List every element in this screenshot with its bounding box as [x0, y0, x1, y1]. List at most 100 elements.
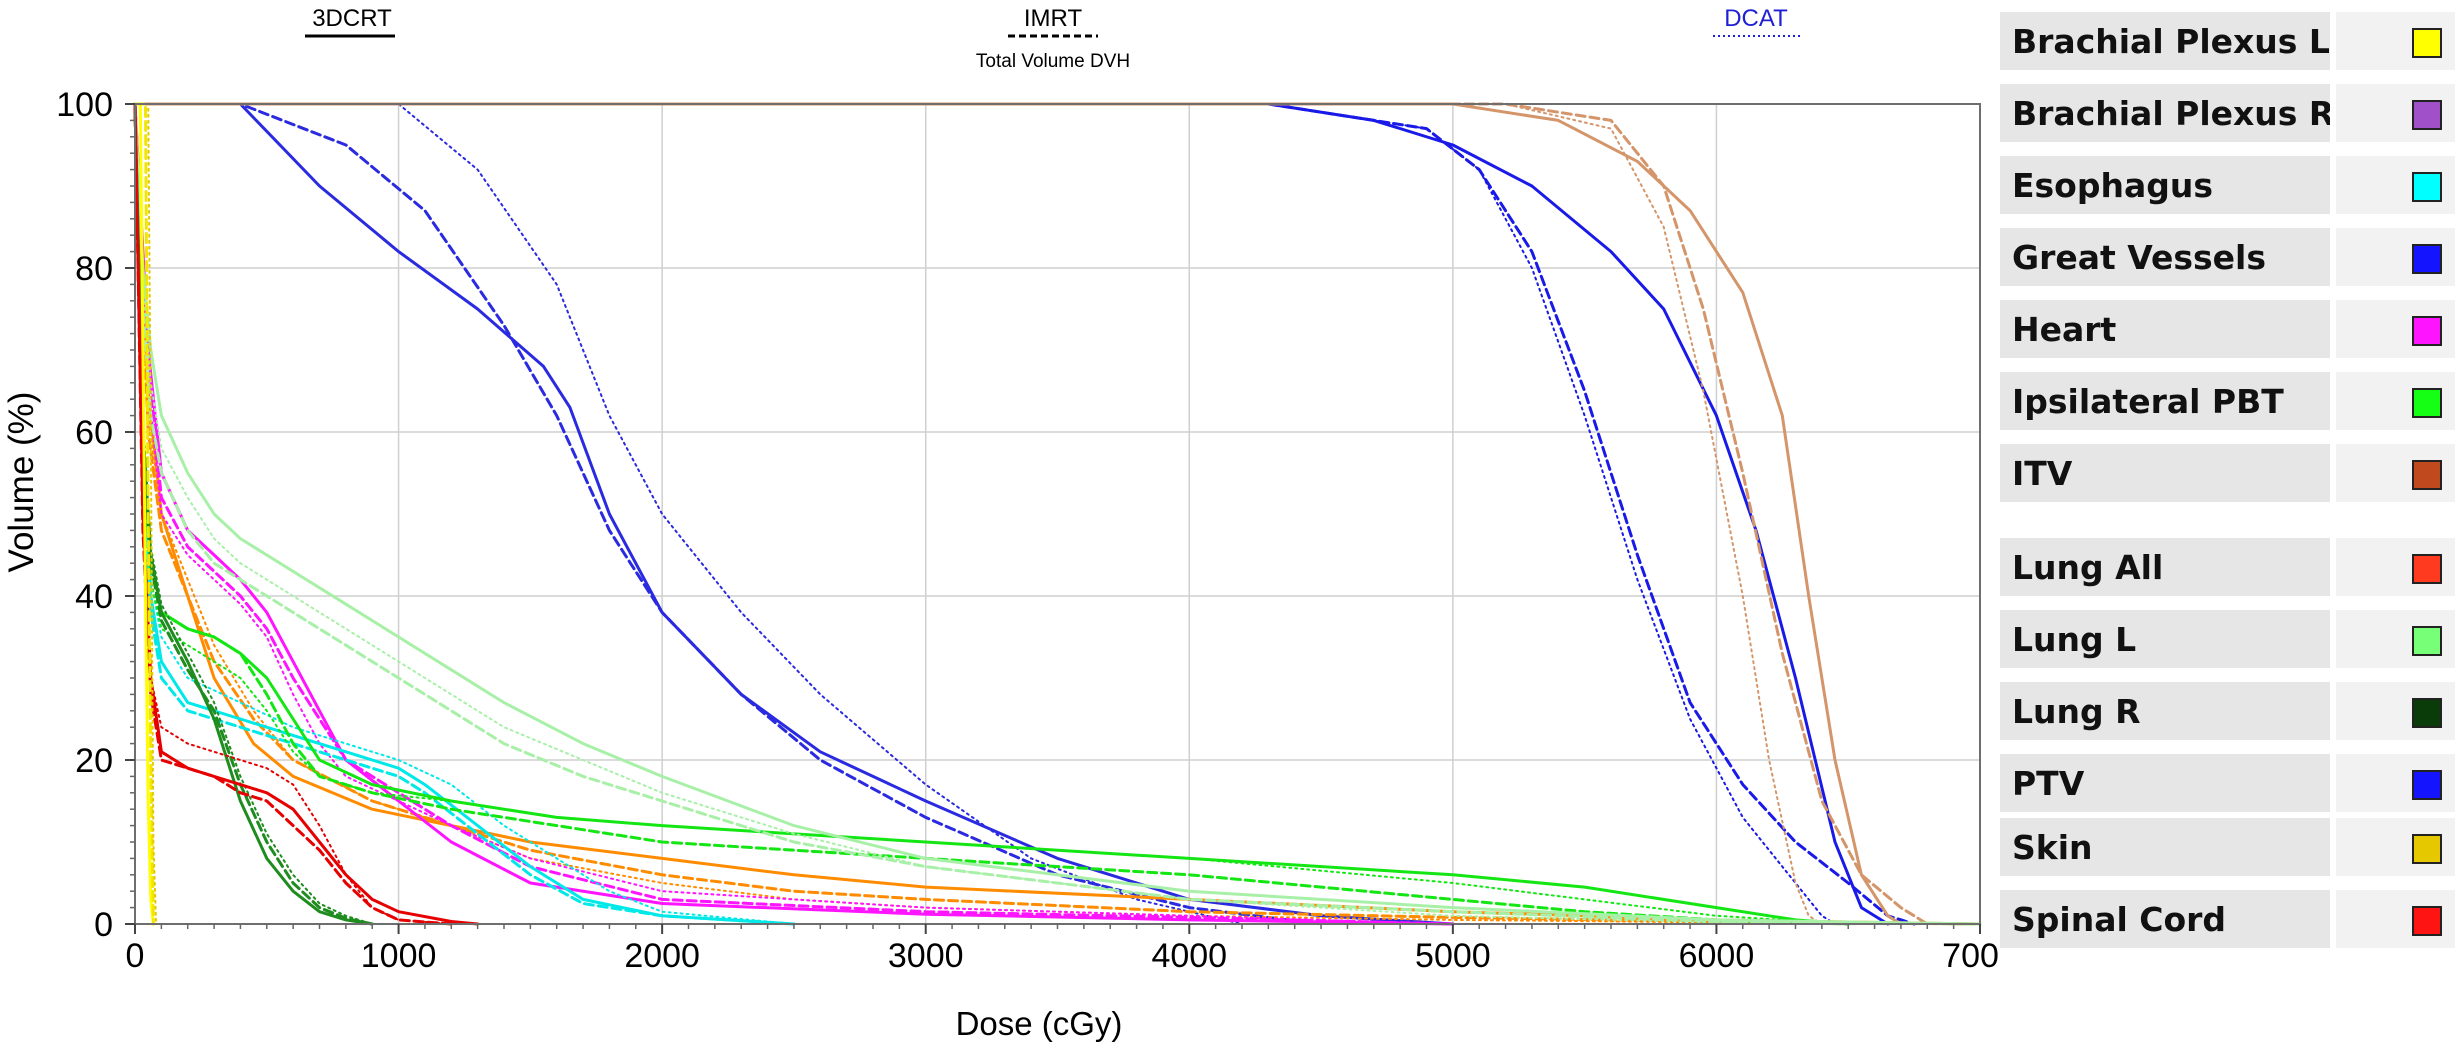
- x-tick-label: 2000: [624, 937, 700, 975]
- legend-label-box: Brachial Plexus L: [2000, 12, 2330, 70]
- legend-swatch-box: [2336, 12, 2455, 70]
- dvh-curve-3dcrt: [133, 102, 1903, 926]
- legend-item-lung-l: Lung L: [2000, 608, 2455, 668]
- legend-item-esophagus: Esophagus: [2000, 154, 2455, 214]
- legend-label: Lung L: [2012, 620, 2137, 659]
- legend-divider: [2330, 890, 2336, 948]
- legend-divider: [2330, 818, 2336, 876]
- legend-item-lung-all: Lung All: [2000, 536, 2455, 596]
- chart-subtitle: Total Volume DVH: [976, 51, 1130, 72]
- legend-item-brachial-plexus-r: Brachial Plexus R: [2000, 82, 2455, 142]
- x-tick-label: 0: [126, 937, 145, 975]
- plan-style-legend: 3DCRT IMRT DCAT Total Volume DVH: [305, 5, 1803, 72]
- axis-ticks: [125, 103, 1981, 934]
- legend-color-swatch: [2412, 28, 2442, 58]
- legend-label: Esophagus: [2012, 166, 2213, 205]
- dvh-curve-dcat: [134, 103, 374, 925]
- legend-color-swatch: [2412, 906, 2442, 936]
- legend-label-box: Spinal Cord: [2000, 890, 2330, 948]
- y-axis-label: Volume (%): [2, 392, 41, 573]
- legend-label-box: Lung L: [2000, 610, 2330, 668]
- legend-label: Great Vessels: [2012, 238, 2267, 277]
- legend-swatch-box: [2336, 610, 2455, 668]
- legend-label-box: PTV: [2000, 754, 2330, 812]
- legend-item-ipsilateral-pbt: Ipsilateral PBT: [2000, 370, 2455, 430]
- legend-label-box: ITV: [2000, 444, 2330, 502]
- legend-color-swatch: [2412, 172, 2442, 202]
- legend-label: Ipsilateral PBT: [2012, 382, 2284, 421]
- legend-label-box: Lung R: [2000, 682, 2330, 740]
- dvh-curve-3dcrt: [133, 102, 1982, 926]
- dvh-curve-3dcrt: [133, 102, 1455, 926]
- legend-swatch-box: [2336, 890, 2455, 948]
- dvh-curve-imrt: [133, 102, 1929, 926]
- legend-color-swatch: [2412, 244, 2442, 274]
- plan-label-dcat: DCAT: [1724, 5, 1788, 32]
- dvh-curve-dcat: [134, 103, 1823, 925]
- legend-divider: [2330, 156, 2336, 214]
- legend-swatch-box: [2336, 538, 2455, 596]
- legend-swatch-box: [2336, 372, 2455, 430]
- legend-label-box: Esophagus: [2000, 156, 2330, 214]
- grid-lines: [135, 104, 1980, 924]
- dvh-curve-dcat: [134, 103, 1454, 925]
- y-tick-label: 80: [75, 250, 113, 288]
- legend-item-great-vessels: Great Vessels: [2000, 226, 2455, 286]
- legend-color-swatch: [2412, 100, 2442, 130]
- legend-color-swatch: [2412, 460, 2442, 490]
- legend-item-brachial-plexus-l: Brachial Plexus L: [2000, 10, 2455, 70]
- legend-divider: [2330, 228, 2336, 286]
- x-tick-label: 5000: [1415, 937, 1491, 975]
- legend-swatch-box: [2336, 444, 2455, 502]
- legend-label: Brachial Plexus L: [2012, 22, 2330, 61]
- dvh-curve-imrt: [133, 102, 1850, 926]
- legend-item-lung-r: Lung R: [2000, 680, 2455, 740]
- dvh-curve-imrt: [133, 102, 796, 926]
- legend-swatch-box: [2336, 818, 2455, 876]
- plan-label-imrt: IMRT: [1024, 5, 1083, 32]
- legend-swatch-box: [2336, 84, 2455, 142]
- dvh-curve-imrt: [133, 102, 1455, 926]
- legend-color-swatch: [2412, 626, 2442, 656]
- y-tick-label: 20: [75, 742, 113, 780]
- legend-label-box: Skin: [2000, 818, 2330, 876]
- x-tick-label: 4000: [1151, 937, 1227, 975]
- y-tick-label: 0: [94, 906, 113, 944]
- legend-color-swatch: [2412, 698, 2442, 728]
- dvh-curve-dcat: [134, 103, 1850, 925]
- legend-divider: [2330, 12, 2336, 70]
- legend-swatch-box: [2336, 754, 2455, 812]
- dvh-curve-dcat: [134, 103, 795, 925]
- legend-swatch-box: [2336, 156, 2455, 214]
- x-tick-label: 1000: [361, 937, 437, 975]
- legend-swatch-box: [2336, 300, 2455, 358]
- dvh-curve-dcat: [134, 103, 453, 925]
- legend-label: PTV: [2012, 764, 2085, 803]
- legend-divider: [2330, 538, 2336, 596]
- legend-color-swatch: [2412, 554, 2442, 584]
- x-axis-label: Dose (cGy): [956, 1005, 1123, 1042]
- legend-color-swatch: [2412, 834, 2442, 864]
- legend-label: Lung R: [2012, 692, 2141, 731]
- legend-label-box: Lung All: [2000, 538, 2330, 596]
- dvh-curve-imrt: [133, 102, 1916, 926]
- legend-divider: [2330, 444, 2336, 502]
- y-tick-label: 40: [75, 578, 113, 616]
- x-tick-label: 3000: [888, 937, 964, 975]
- plan-label-3dcrt: 3DCRT: [312, 5, 392, 32]
- y-tick-label: 100: [56, 86, 113, 124]
- legend-label: Lung All: [2012, 548, 2164, 587]
- dvh-curve-3dcrt: [133, 102, 796, 926]
- legend-item-itv: ITV: [2000, 442, 2455, 502]
- x-tick-label: 6000: [1679, 937, 1755, 975]
- legend-divider: [2330, 754, 2336, 812]
- structure-legend: Brachial Plexus L Brachial Plexus R Esopha…: [2000, 10, 2455, 948]
- legend-divider: [2330, 682, 2336, 740]
- legend-label-box: Great Vessels: [2000, 228, 2330, 286]
- legend-label: Heart: [2012, 310, 2117, 349]
- dvh-curves: [133, 102, 1982, 926]
- legend-label: Skin: [2012, 828, 2093, 867]
